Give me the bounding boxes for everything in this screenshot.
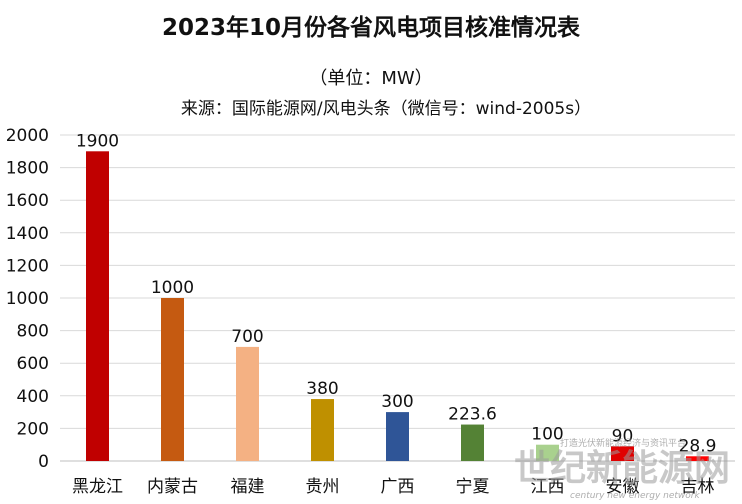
bars — [86, 151, 709, 462]
data-label: 300 — [381, 392, 413, 412]
y-tick-label: 1200 — [6, 256, 49, 276]
x-axis-ticks: 黑龙江 内蒙古 福建 贵州 广西 宁夏 江西 安徽 吉林 — [72, 477, 715, 497]
x-tick-label: 黑龙江 — [72, 477, 123, 497]
grid-lines — [60, 134, 735, 462]
y-tick-label: 400 — [17, 387, 49, 407]
x-tick-label: 贵州 — [306, 477, 340, 497]
y-tick-label: 600 — [17, 354, 49, 374]
y-tick-label: 1800 — [6, 159, 49, 179]
chart-title: 2023年10月份各省风电项目核准情况表 — [161, 15, 581, 41]
bar-8 — [611, 446, 634, 461]
y-tick-label: 0 — [38, 452, 49, 472]
x-tick-label: 吉林 — [681, 477, 715, 497]
x-tick-label: 内蒙古 — [147, 477, 198, 497]
x-tick-label: 宁夏 — [456, 477, 490, 497]
bar-5 — [386, 412, 409, 461]
watermark-text: 世纪新能源网 — [514, 448, 730, 489]
y-tick-label: 1000 — [6, 289, 49, 309]
watermark-tagline-cn: 打造光伏新能源经济与资讯平台 — [560, 438, 686, 449]
bar-7 — [536, 444, 559, 461]
bar-2 — [161, 298, 184, 461]
bar-4 — [311, 399, 334, 461]
y-tick-label: 2000 — [6, 126, 49, 146]
y-tick-label: 800 — [17, 322, 49, 342]
watermark-logo: 世纪新能源网 打造光伏新能源经济与资讯平台 century new energy… — [514, 438, 730, 501]
y-axis-ticks: 0 200 400 600 800 1000 1200 1400 1600 1800 2000 — [6, 126, 49, 472]
data-label: 700 — [231, 327, 263, 347]
y-tick-label: 1600 — [6, 191, 49, 211]
bar-1 — [86, 151, 109, 462]
watermark-tagline-en: century new energy network — [570, 491, 700, 501]
data-label: 90 — [612, 426, 634, 446]
data-labels: 1900 1000 700 380 300 223.6 100 90 28.9 — [76, 131, 717, 456]
y-tick-label: 200 — [17, 419, 49, 439]
data-label: 1900 — [76, 131, 119, 151]
x-tick-label: 广西 — [381, 477, 415, 497]
data-label: 100 — [531, 425, 563, 445]
data-label: 1000 — [151, 278, 194, 298]
data-label: 223.6 — [448, 405, 497, 425]
data-label: 28.9 — [679, 436, 717, 456]
bar-9 — [686, 456, 709, 461]
bar-6 — [461, 424, 484, 461]
x-tick-label: 安徽 — [606, 477, 640, 497]
x-tick-label: 福建 — [231, 477, 265, 497]
chart-subtitle: （单位：MW） — [309, 68, 433, 89]
x-tick-label: 江西 — [531, 477, 565, 497]
y-tick-label: 1400 — [6, 224, 49, 244]
chart-source: 来源：国际能源网/风电头条（微信号：wind-2005s） — [180, 99, 592, 119]
bar-3 — [236, 346, 259, 461]
data-label: 380 — [306, 379, 338, 399]
